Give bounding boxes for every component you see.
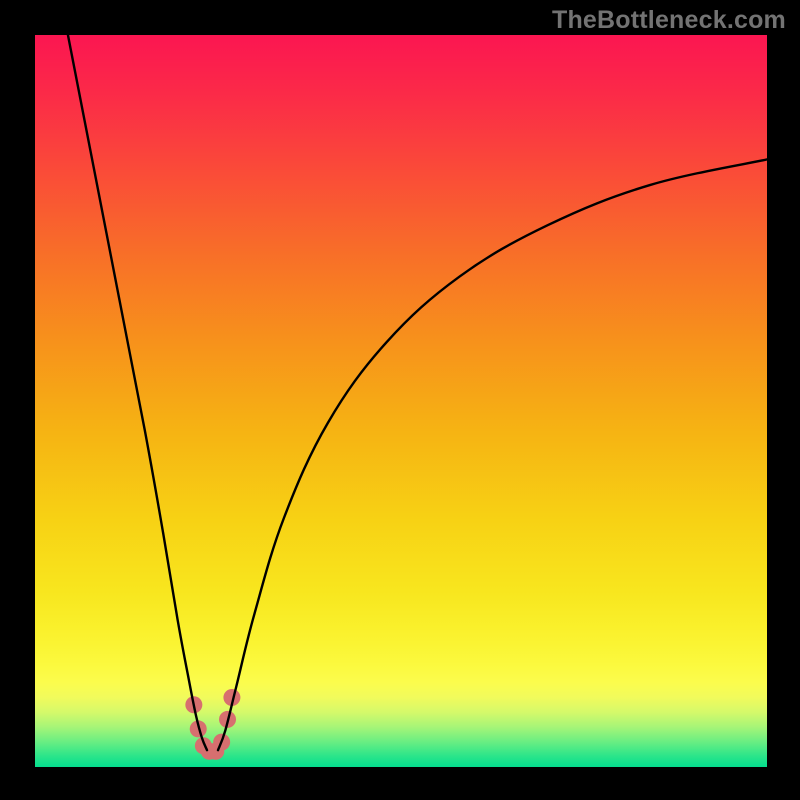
curve-layer: [35, 35, 767, 767]
watermark-label: TheBottleneck.com: [552, 6, 786, 35]
chart-frame: TheBottleneck.com: [0, 0, 800, 800]
curve-left-branch: [68, 35, 207, 750]
plot-area: [35, 35, 767, 767]
curve-right-branch: [218, 159, 767, 750]
